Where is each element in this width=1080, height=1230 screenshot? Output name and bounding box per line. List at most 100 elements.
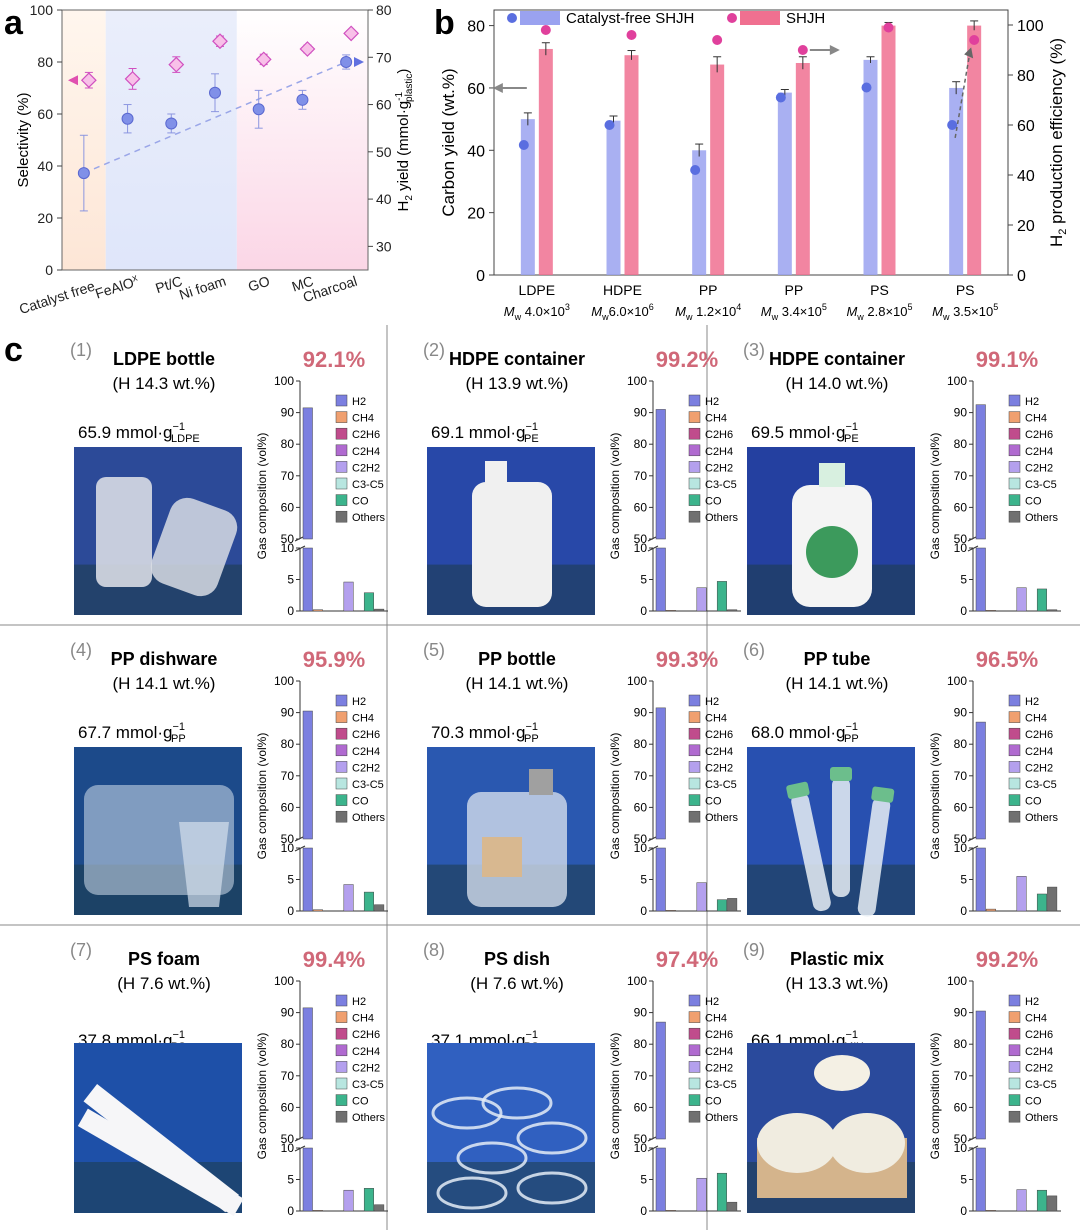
panel-b-chart: 0 20 40 60 80 0 20 40 60 80 100 LDPE Mw 4.0×103 HDPE M… <box>434 4 1069 322</box>
legend-swatch <box>335 394 348 407</box>
sample-card-3: (3) HDPE container (H 14.0 wt.%) 99.1% 69.5 … <box>743 340 1061 618</box>
ytick-label: 60 <box>954 500 968 514</box>
sample-yield: 65.9 mmol·g−1 LDPE <box>78 421 200 445</box>
mw-label: Mw 3.4×105 <box>761 302 827 322</box>
ytick-label: 50 <box>281 832 295 846</box>
legend-swatch <box>1008 394 1021 407</box>
sample-title: PP dishware <box>111 649 218 669</box>
legend-swatch <box>688 477 701 490</box>
legend-swatch <box>688 510 701 523</box>
bar-H2 <box>975 1010 986 1140</box>
selectivity-point <box>80 72 97 89</box>
legend-label: C3-C5 <box>352 779 384 791</box>
legend-swatch <box>1008 1061 1021 1073</box>
plot-frame <box>61 9 369 271</box>
sample-number: (9) <box>743 940 765 960</box>
ytick-label: 90 <box>954 406 968 420</box>
ytick-label-right: 100 <box>1017 18 1044 35</box>
bar-C2H2 <box>1016 1189 1027 1212</box>
legend-label: C2H2 <box>352 762 380 774</box>
ytick-label-left: 40 <box>37 158 53 174</box>
selectivity-point <box>212 33 228 50</box>
sample-percentage: 92.1% <box>303 347 365 372</box>
legend-swatch <box>1008 494 1021 506</box>
ylabel-left: Selectivity (%) <box>15 92 32 187</box>
legend-swatch <box>335 794 348 806</box>
ytick-label: 10 <box>281 841 295 855</box>
legend-swatch <box>1008 427 1021 440</box>
sample-card-9: (9) Plastic mix(H 13.3 wt.%)99.2%66.1 mmo… <box>743 940 1061 1218</box>
sample-card-8: (8) PS dish(H 7.6 wt.%)97.4%37.1 mmol·g−1… <box>423 940 741 1218</box>
sample-percentage: 99.4% <box>303 947 365 972</box>
bar-CO <box>1036 893 1047 912</box>
legend-swatch <box>688 1044 701 1057</box>
ylabel-right: H2 yield (mmol·g-1plastic) <box>394 69 415 212</box>
legend-swatch <box>688 694 701 707</box>
sample-title: PP bottle <box>478 649 556 669</box>
ytick-label-right: 0 <box>1017 268 1026 285</box>
ytick-label: 5 <box>960 873 967 887</box>
yield-point <box>296 93 309 106</box>
bar-H2 <box>302 1007 313 1140</box>
ytick-label: 80 <box>954 737 968 751</box>
legend-label: C2H4 <box>352 446 380 458</box>
sample-number: (6) <box>743 640 765 660</box>
ytick-label: 90 <box>634 406 648 420</box>
ytick-label: 0 <box>287 604 294 618</box>
ytick-label: 10 <box>634 1141 648 1155</box>
bar-CO <box>716 899 727 912</box>
ytick-label: 90 <box>954 1006 968 1020</box>
legend-label: CH4 <box>1025 1013 1047 1025</box>
legend-swatch <box>1008 810 1021 823</box>
legend-swatch <box>335 1044 348 1057</box>
legend-swatch <box>688 411 701 423</box>
ytick-label-left: 0 <box>476 268 485 285</box>
efficiency-point <box>712 35 723 45</box>
legend-swatch <box>688 727 701 740</box>
legend-label: C2H6 <box>1025 729 1053 741</box>
legend-label: C2H4 <box>1025 746 1053 758</box>
axis-ylabel: Gas composition (vol%) <box>255 733 269 860</box>
legend-label: C2H2 <box>1025 1062 1053 1074</box>
legend-swatch <box>335 411 348 423</box>
ytick-label-right: 40 <box>1017 168 1035 185</box>
sample-h-content: (H 14.1 wt.%) <box>466 674 569 693</box>
ytick-label-left: 100 <box>30 2 54 18</box>
legend-label: C2H4 <box>352 746 380 758</box>
ytick-label: 5 <box>287 1173 294 1187</box>
ytick-label-left: 60 <box>467 81 485 98</box>
sample-title: HDPE container <box>449 349 585 369</box>
ytick-label-right: 80 <box>376 2 392 18</box>
legend-swatch <box>335 461 348 473</box>
ytick-label: 100 <box>947 974 967 988</box>
ytick-label: 80 <box>954 437 968 451</box>
legend-label: Others <box>1025 1112 1059 1124</box>
sample-h-content: (H 14.0 wt.%) <box>786 374 889 393</box>
legend-label-catalyst-free: Catalyst-free SHJH <box>566 10 694 27</box>
ytick-label: 60 <box>281 800 295 814</box>
legend-label: C2H6 <box>705 729 733 741</box>
arrow-head <box>492 82 503 93</box>
sample-number: (8) <box>423 940 445 960</box>
mw-label: Mw6.0×106 <box>591 302 653 322</box>
photo-object <box>485 461 507 485</box>
sample-percentage: 99.2% <box>976 947 1038 972</box>
bar-C2H2 <box>696 587 707 612</box>
ytick-label-left: 40 <box>467 143 485 160</box>
xtick-label: Ni foam <box>177 273 228 303</box>
ytick-label-right: 60 <box>1017 118 1035 135</box>
ytick-label: 70 <box>634 769 648 783</box>
bar-H2-lower <box>302 1147 313 1212</box>
bar-CO <box>716 1172 727 1212</box>
bar-H2-lower <box>975 847 986 912</box>
ytick-label-left: 0 <box>45 262 53 278</box>
legend-swatch <box>335 477 348 490</box>
ytick-label: 10 <box>281 1141 295 1155</box>
legend-label: CO <box>352 796 369 808</box>
efficiency-point <box>969 35 980 45</box>
legend-label: Others <box>705 512 739 524</box>
legend-swatch <box>335 744 348 757</box>
bar-CH4 <box>985 908 996 912</box>
ytick-label: 100 <box>274 974 294 988</box>
legend-label: C2H2 <box>705 1062 733 1074</box>
